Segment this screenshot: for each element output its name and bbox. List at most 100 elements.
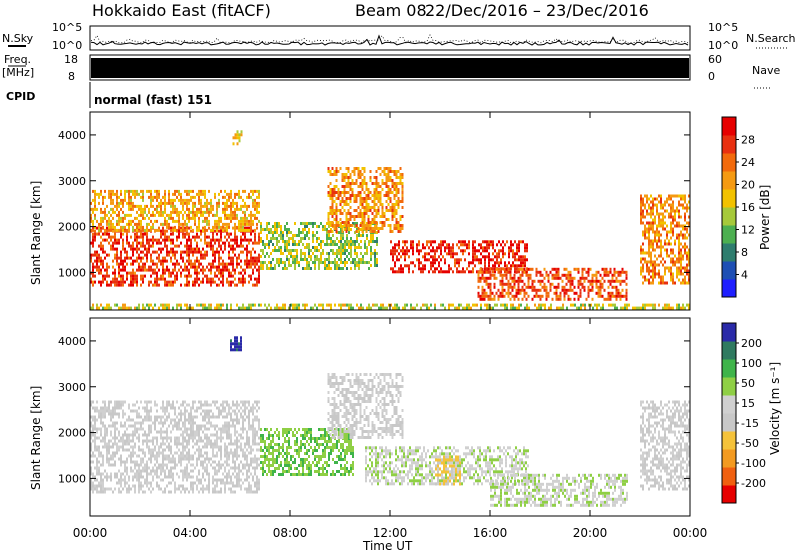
velocity-cell [104,430,106,434]
power-cell [126,277,128,281]
power-cell [666,236,668,240]
power-cell [428,258,430,262]
velocity-cell [162,451,164,455]
power-cell [248,262,250,266]
power-cell [346,267,348,270]
power-cell [680,248,682,252]
power-cell [496,243,498,247]
power-cell [348,246,350,249]
power-cell [102,232,104,236]
power-cell [666,200,668,204]
power-cell [680,272,682,276]
velocity-cell [90,442,92,446]
power-cell [126,232,128,236]
power-cell [114,256,116,260]
power-cell [569,279,572,283]
power-cell [328,225,330,228]
velocity-cell [162,442,164,446]
power-cell [373,218,376,221]
power-cell [483,294,486,298]
power-cell [200,198,202,202]
power-cell [198,207,200,211]
power-cell [118,268,120,272]
power-cell [104,277,106,281]
power-cell [337,209,340,212]
power-cell [528,306,530,310]
power-cell [590,303,592,307]
power-cell [397,206,400,209]
power-cell [345,197,348,200]
power-cell [142,262,144,266]
power-cell [650,269,652,273]
power-cell [357,227,360,230]
velocity-cell [102,409,104,413]
power-cell [340,261,342,264]
power-cell [164,277,166,281]
power-cell [668,194,670,198]
power-cell [515,279,518,283]
power-cell [493,294,496,298]
power-cell [216,204,218,208]
power-cell [112,225,114,229]
power-cell [650,209,652,213]
power-cell [214,222,216,226]
power-cell [448,246,450,250]
velocity-cell [158,445,160,449]
nave-tick-bottom: 0 [708,70,715,83]
velocity-cell [118,412,120,416]
power-cell [140,189,142,193]
power-cell [549,285,552,289]
power-cell [188,283,190,287]
power-cell [535,294,538,298]
power-cell [481,294,484,298]
power-cell [670,275,672,279]
power-cell [638,306,640,310]
power-cell [252,283,254,287]
power-cell [136,225,138,229]
velocity-cell [140,460,142,464]
power-cell [501,276,504,280]
power-cell [357,230,360,233]
power-cell [350,240,352,243]
power-cell [142,306,144,310]
power-cell [220,229,222,233]
power-cell [228,241,230,245]
power-cell [579,291,582,295]
power-cell [160,229,162,233]
power-cell [345,227,348,230]
power-cell [138,207,140,211]
power-cell [202,204,204,208]
power-cell [688,278,690,282]
power-cell [359,191,362,194]
power-cell [391,206,394,209]
power-cell [664,239,666,243]
power-cell [240,207,242,211]
velocity-cell [150,490,152,494]
power-cell [338,303,340,307]
power-cell [365,212,368,215]
velocity-cell [146,463,148,467]
power-cell [268,240,270,243]
power-cell [170,241,172,245]
power-cell [662,221,664,225]
power-cell [210,204,212,208]
power-cell [280,225,282,228]
power-cell [200,229,202,233]
power-cell [498,249,500,253]
power-cell [686,272,688,276]
velocity-cell [132,433,134,437]
power-cell [174,256,176,260]
velocity-cell [138,472,140,476]
power-cell [468,306,470,310]
power-cell [116,222,118,226]
power-cell [100,268,102,272]
power-ytick-label: 4000 [58,129,86,142]
power-cell [444,249,446,253]
power-cell [188,192,190,196]
velocity-cell [112,436,114,440]
power-cell [428,306,430,310]
power-cell [92,228,94,232]
power-cell [158,277,160,281]
velocity-cell [142,433,144,437]
velocity-cell [138,433,140,437]
